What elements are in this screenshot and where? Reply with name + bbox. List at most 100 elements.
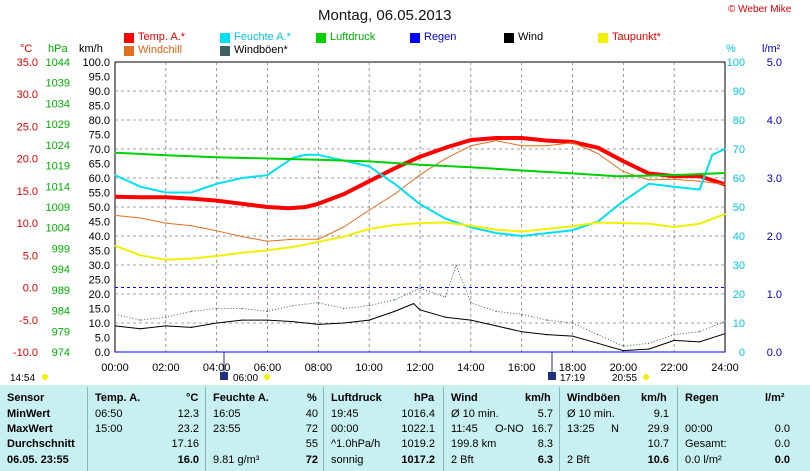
stats-cell-temp-value: 17.16: [171, 438, 199, 450]
series-point-1: [470, 145, 472, 147]
series-point-2: [648, 183, 650, 185]
series-point-5: [343, 322, 345, 324]
legend-label-pressure: Luftdruck: [330, 31, 376, 43]
series-point-6: [266, 310, 269, 312]
stats-header-humidity-unit: %: [307, 392, 317, 404]
temp-axis-tick-label: -5.0: [19, 315, 38, 327]
series-point-3: [216, 156, 218, 158]
pressure-axis-tick-label: 1024: [46, 140, 70, 152]
stats-cell-wind-value: 5.7: [537, 408, 553, 420]
pressure-axis-tick-label: 979: [52, 326, 70, 338]
series-point-2: [190, 191, 192, 194]
series-point-1: [444, 158, 447, 160]
series-point-6: [673, 334, 675, 336]
series-point-2: [698, 189, 701, 191]
speed-axis-tick-label: 55.0: [89, 188, 110, 200]
stats-cell-rain-info: 0.0 l/m²: [685, 454, 722, 466]
stats-row-label: Durchschnitt: [7, 438, 75, 450]
series-point-6: [139, 319, 142, 321]
series-point-1: [190, 225, 192, 227]
series-point-4: [470, 225, 472, 227]
stats-cell-hum-value: 72: [305, 454, 318, 466]
pressure-axis-tick-label: 1029: [46, 119, 70, 131]
humidity-axis-tick-label: 10: [733, 318, 745, 330]
series-point-2: [114, 174, 116, 176]
series-point-6: [455, 264, 457, 266]
stats-header-pressure-unit: hPa: [414, 392, 435, 404]
stats-cell-rain-value: 0.0: [774, 423, 790, 435]
rain-axis-tick-label: 0.0: [767, 347, 782, 359]
series-point-2: [139, 186, 142, 188]
stats-cell-gust-value: 10.6: [647, 454, 669, 466]
stats-header-rain: Regen: [685, 392, 719, 404]
series-point-2: [495, 232, 497, 234]
series-point-5: [622, 349, 624, 352]
series-point-6: [622, 345, 624, 347]
series-point-6: [470, 302, 472, 304]
series-point-5: [114, 325, 116, 327]
series-point-3: [368, 160, 370, 163]
stats-cell-temp-value: 16.0: [177, 454, 199, 466]
pressure-axis-tick-label: 1044: [46, 57, 70, 69]
series-point-4: [216, 255, 218, 257]
humidity-axis-tick-label: 70: [733, 144, 745, 156]
series-point-0: [622, 160, 624, 162]
stats-cell-temp-value: 12.3: [177, 408, 199, 420]
stats-cell-rain-value: 0.0: [774, 438, 790, 450]
series-point-0: [114, 196, 116, 198]
time-axis-tick-label: 14:00: [457, 362, 485, 374]
series-point-0: [444, 147, 447, 149]
weather-chart: 35.0 30.0 25.0 20.0 15.0 10.0 5.0 0.0 -5.0 -10.0 1…: [10, 43, 782, 384]
series-point-6: [648, 342, 650, 344]
legend-label-rain: Regen: [424, 31, 457, 43]
series-point-1: [698, 180, 701, 182]
legend-swatch-wind: [504, 33, 514, 43]
stats-cell-pres-info: 00:00: [331, 423, 359, 435]
time-axis-tick-label: 00:00: [101, 362, 129, 374]
stats-header-humidity: Feuchte A.: [213, 392, 269, 404]
series-point-5: [292, 320, 294, 323]
series-point-0: [287, 207, 290, 209]
speed-axis-tick-label: 75.0: [89, 130, 110, 142]
series-line-0: [114, 136, 726, 211]
stats-cell-temp-value: 23.2: [177, 423, 199, 435]
series-point-3: [673, 174, 675, 176]
series-point-1: [419, 174, 421, 176]
time-axis-tick-label: 24:00: [711, 362, 739, 374]
series-point-4: [571, 225, 574, 227]
pressure-axis-tick-label: 999: [52, 243, 70, 255]
pressure-axis-tick-label: 1039: [46, 78, 70, 90]
moonset-label: 17:19: [560, 373, 585, 384]
time-axis-tick-label: 18:00: [559, 362, 587, 374]
series-point-0: [190, 198, 192, 200]
series-point-4: [673, 226, 675, 228]
stats-cell-wind-value: 6.3: [537, 454, 553, 466]
stats-cell-pres-info: ^1.0hPa/h: [331, 438, 381, 450]
stats-cell-gust-info: 13:25: [567, 423, 595, 435]
legend-label-wind: Wind: [518, 31, 544, 43]
stats-cell-gust-info: Ø 10 min.: [567, 408, 615, 420]
series-point-4: [622, 222, 624, 224]
series-point-4: [139, 254, 142, 256]
stats-cell-gust-direction: N: [611, 423, 619, 435]
series-point-1: [139, 217, 142, 219]
series-point-6: [216, 307, 218, 310]
series-point-3: [571, 172, 574, 175]
moonset-marker-icon: [548, 372, 556, 380]
series-point-2: [546, 232, 548, 234]
speed-axis-unit: km/h: [79, 43, 103, 55]
series-point-4: [419, 222, 421, 224]
series-point-4: [241, 252, 243, 254]
series-point-5: [216, 322, 218, 324]
series-point-2: [444, 218, 447, 220]
stats-cell-gust-value: 9.1: [653, 408, 669, 420]
speed-axis-tick-label: 80.0: [89, 115, 110, 127]
stats-cell-hum-value: 55: [305, 438, 318, 450]
series-point-2: [368, 165, 370, 167]
series-point-4: [393, 224, 396, 226]
pressure-axis-tick-label: 984: [52, 306, 70, 318]
speed-axis-tick-label: 45.0: [89, 217, 110, 229]
speed-axis-tick-label: 60.0: [89, 173, 110, 185]
legend-swatch-temp: [124, 33, 134, 43]
series-point-6: [190, 310, 192, 312]
